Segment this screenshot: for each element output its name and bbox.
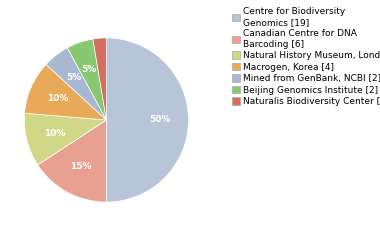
Wedge shape	[38, 120, 106, 202]
Wedge shape	[93, 38, 106, 120]
Wedge shape	[46, 48, 106, 120]
Text: 10%: 10%	[44, 129, 65, 138]
Text: 5%: 5%	[81, 65, 97, 74]
Wedge shape	[24, 113, 106, 165]
Text: 15%: 15%	[70, 162, 92, 171]
Wedge shape	[67, 39, 106, 120]
Legend: Centre for Biodiversity
Genomics [19], Canadian Centre for DNA
Barcoding [6], Na: Centre for Biodiversity Genomics [19], C…	[230, 6, 380, 108]
Text: 10%: 10%	[47, 94, 68, 103]
Wedge shape	[25, 64, 106, 120]
Text: 50%: 50%	[149, 115, 171, 125]
Wedge shape	[106, 38, 188, 202]
Text: 5%: 5%	[66, 73, 81, 82]
